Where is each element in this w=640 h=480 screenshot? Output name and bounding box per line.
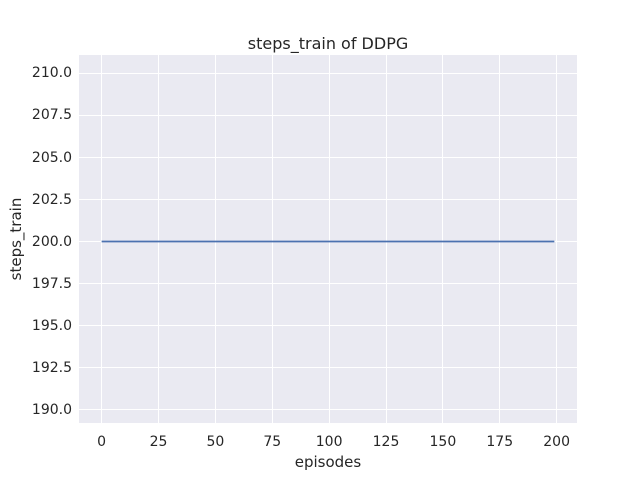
series-layer bbox=[101, 240, 555, 243]
x-tick-label: 25 bbox=[149, 434, 168, 450]
gridline-vertical bbox=[214, 55, 216, 423]
x-tick-label: 150 bbox=[429, 434, 457, 450]
y-tick-label: 190.0 bbox=[31, 401, 72, 418]
y-tick-labels: 190.0 192.5 195.0 197.5 200.0 202.5 205.0 207.5… bbox=[0, 55, 72, 423]
x-tick-label: 175 bbox=[486, 434, 514, 450]
x-tick-label: 75 bbox=[263, 434, 282, 450]
y-tick-label: 200.0 bbox=[31, 233, 72, 250]
y-tick-label: 205.0 bbox=[31, 149, 72, 166]
y-axis-label: steps_train bbox=[7, 197, 25, 281]
x-tick-label: 0 bbox=[97, 434, 107, 450]
y-tick-label: 197.5 bbox=[31, 275, 72, 292]
y-tick-label: 195.0 bbox=[31, 317, 72, 334]
gridline-vertical bbox=[101, 55, 103, 423]
y-tick-label: 192.5 bbox=[31, 359, 72, 376]
plot-area bbox=[79, 55, 577, 423]
gridline-horizontal bbox=[79, 325, 577, 327]
x-tick-label: 100 bbox=[315, 434, 343, 450]
gridline-vertical bbox=[328, 55, 330, 423]
y-tick-label: 202.5 bbox=[31, 191, 72, 208]
gridline-vertical bbox=[556, 55, 558, 423]
gridline-vertical bbox=[158, 55, 159, 423]
gridline-horizontal bbox=[79, 114, 577, 116]
x-tick-labels: 0 25 50 75 100 125 150 175 200 bbox=[79, 434, 577, 452]
y-tick-label: 207.5 bbox=[31, 107, 72, 124]
x-tick-label: 200 bbox=[543, 434, 570, 450]
gridline-vertical bbox=[271, 55, 273, 423]
gridline-horizontal bbox=[79, 283, 577, 285]
y-tick-label: 210.0 bbox=[31, 65, 72, 82]
gridline-vertical bbox=[499, 55, 501, 423]
gridline-horizontal bbox=[79, 409, 577, 411]
x-axis-label: episodes bbox=[294, 453, 362, 471]
gridline-horizontal bbox=[79, 157, 577, 158]
gridline-vertical bbox=[442, 55, 444, 423]
x-tick-label: 50 bbox=[206, 434, 225, 450]
gridline-vertical bbox=[385, 55, 387, 423]
chart-title: steps_train of DDPG bbox=[247, 34, 409, 53]
gridline-horizontal bbox=[79, 367, 577, 369]
gridline-horizontal bbox=[79, 72, 577, 74]
gridline-horizontal bbox=[79, 199, 577, 200]
x-tick-label: 125 bbox=[372, 434, 400, 450]
